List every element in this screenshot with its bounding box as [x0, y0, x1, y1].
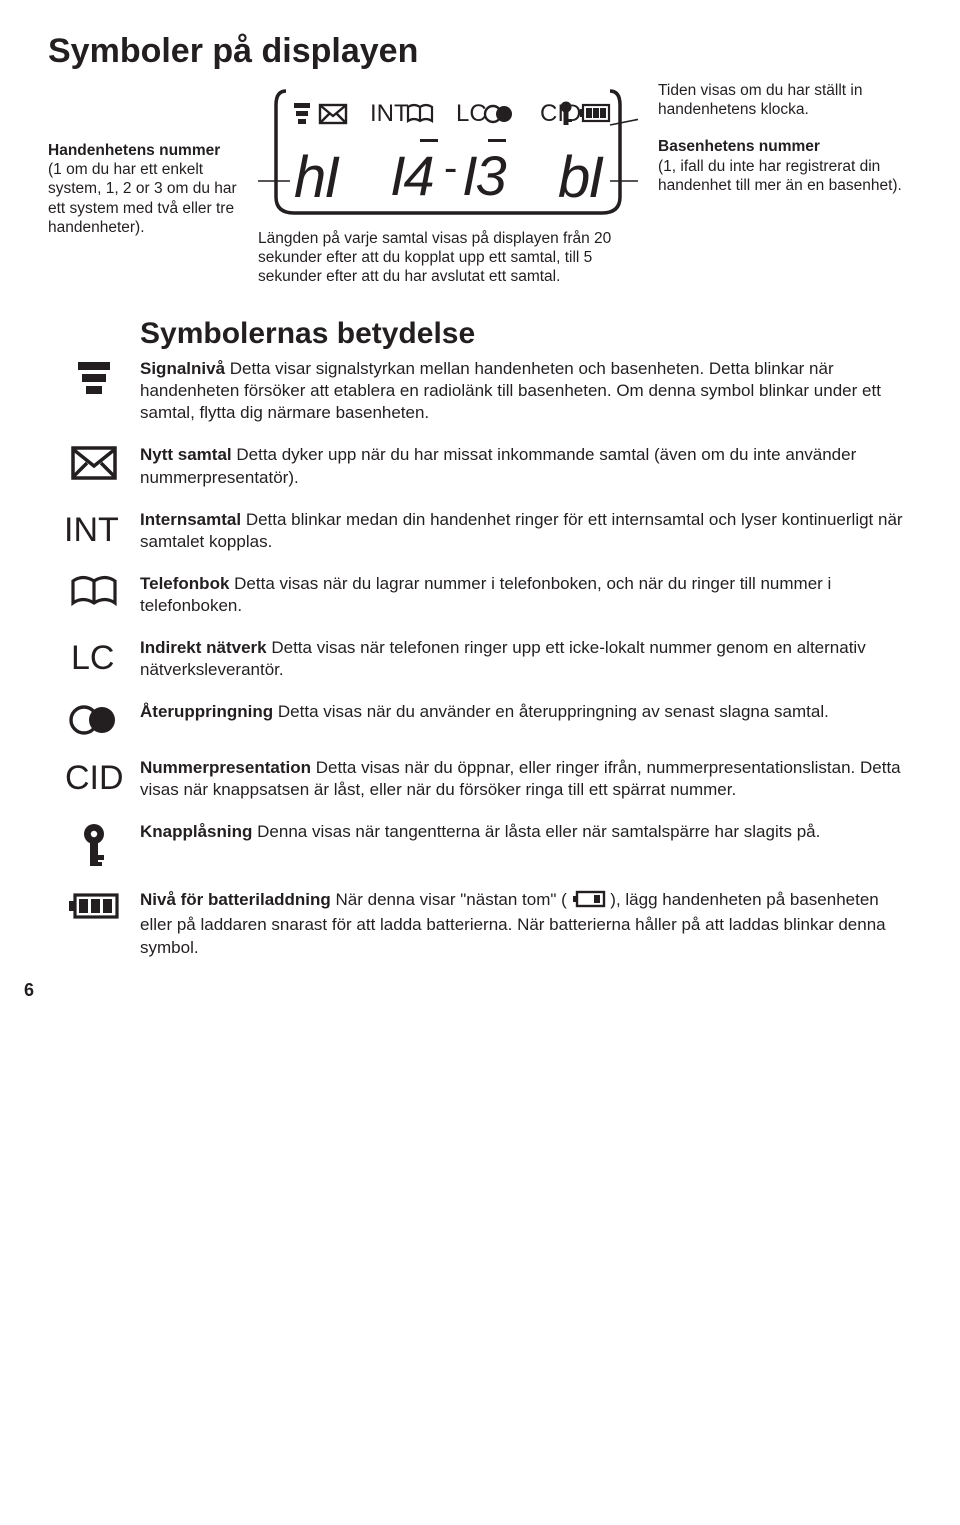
symbol-title: Nummerpresentation — [140, 758, 311, 777]
annotation-right-bottom-body: (1, ifall du inte har registrerat din ha… — [658, 158, 902, 194]
int-text-icon: INT — [48, 509, 140, 553]
redial-icon — [48, 701, 140, 737]
symbol-row-battery: Nivå för batteriladdning När denna visar… — [48, 889, 912, 958]
lcd-lc-label: LC — [456, 100, 487, 127]
svg-text:I: I — [588, 145, 604, 210]
svg-text:LC: LC — [71, 639, 114, 675]
symbol-body: Detta blinkar medan din handenhet ringer… — [140, 510, 903, 551]
lcd-svg: INT LC CID — [258, 81, 638, 219]
annotation-right: Tiden visas om du har ställt in handenhe… — [658, 81, 918, 196]
symbols-section: Symbolernas betydelse Signalnivå Detta v… — [48, 315, 912, 959]
svg-text:INT: INT — [64, 511, 119, 547]
battery-empty-icon — [572, 890, 606, 914]
symbol-title: Nivå för batteriladdning — [140, 890, 331, 909]
display-annotations: Handenhetens nummer (1 om du har ett enk… — [48, 81, 912, 287]
display-column: INT LC CID — [258, 81, 638, 287]
symbol-row-signal: Signalnivå Detta visar signalstyrkan mel… — [48, 358, 912, 424]
envelope-icon — [48, 444, 140, 488]
svg-text:b: b — [558, 145, 589, 210]
symbol-title: Återuppringning — [140, 702, 273, 721]
symbol-row-cid: CID Nummerpresentation Detta visas när d… — [48, 757, 912, 801]
symbol-body: Detta visas när du använder en återuppri… — [278, 702, 829, 721]
page-number: 6 — [24, 979, 912, 1002]
annotation-right-bottom: Basenhetens nummer (1, ifall du inte har… — [658, 137, 918, 195]
symbol-row-int: INT Internsamtal Detta blinkar medan din… — [48, 509, 912, 553]
symbol-title: Signalnivå — [140, 359, 225, 378]
symbol-row-lc: LC Indirekt nätverk Detta visas när tele… — [48, 637, 912, 681]
svg-text:I: I — [324, 145, 340, 210]
symbol-title: Indirekt nätverk — [140, 638, 267, 657]
symbol-row-key: Knapplåsning Denna visas när tangenttern… — [48, 821, 912, 869]
symbol-title: Nytt samtal — [140, 445, 232, 464]
symbol-title: Knapplåsning — [140, 822, 252, 841]
lc-text-icon: LC — [48, 637, 140, 681]
svg-text:-: - — [444, 146, 457, 190]
cid-text-icon: CID — [48, 757, 140, 801]
lcd-cid-label: CID — [540, 100, 581, 127]
svg-text:I4: I4 — [390, 144, 434, 207]
battery-icon — [48, 889, 140, 958]
lcd-int-label: INT — [370, 100, 409, 127]
lcd-display: INT LC CID — [258, 81, 638, 219]
svg-text:CID: CID — [65, 759, 123, 795]
symbol-body-pre: När denna visar "nästan tom" ( — [336, 890, 567, 909]
symbol-body: Detta dyker upp när du har missat inkomm… — [140, 445, 856, 486]
key-icon — [48, 821, 140, 869]
annotation-left-heading: Handenhetens nummer — [48, 141, 238, 160]
lcd-main-row: h I I4 - I3 b I — [294, 139, 604, 210]
signal-bars-icon — [48, 358, 140, 424]
annotation-right-top: Tiden visas om du har ställt in handenhe… — [658, 81, 918, 120]
svg-text:I3: I3 — [462, 144, 507, 207]
symbol-row-redial: Återuppringning Detta visas när du använ… — [48, 701, 912, 737]
symbol-body: Detta visar signalstyrkan mellan handenh… — [140, 359, 881, 422]
symbol-title: Telefonbok — [140, 574, 229, 593]
symbol-title: Internsamtal — [140, 510, 241, 529]
symbol-row-envelope: Nytt samtal Detta dyker upp när du har m… — [48, 444, 912, 488]
symbol-row-book: Telefonbok Detta visas när du lagrar num… — [48, 573, 912, 617]
page-title: Symboler på displayen — [48, 30, 912, 73]
annotation-right-bottom-heading: Basenhetens nummer — [658, 137, 918, 156]
annotation-left-body: (1 om du har ett enkelt system, 1, 2 or … — [48, 161, 237, 236]
book-icon — [48, 573, 140, 617]
svg-text:h: h — [294, 145, 324, 210]
symbol-body: Detta visas när du lagrar nummer i telef… — [140, 574, 831, 615]
annotation-left: Handenhetens nummer (1 om du har ett enk… — [48, 81, 238, 238]
symbol-body: Denna visas när tangentterna är låsta el… — [257, 822, 820, 841]
section-title: Symbolernas betydelse — [140, 315, 912, 353]
display-caption: Längden på varje samtal visas på display… — [258, 229, 638, 287]
